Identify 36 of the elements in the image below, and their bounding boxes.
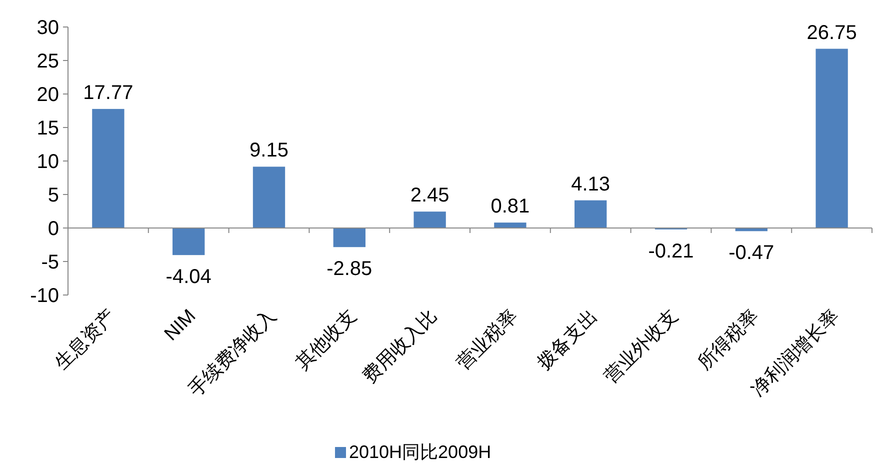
data-label: 17.77 xyxy=(83,82,134,104)
bar xyxy=(92,108,124,228)
x-tick-label: 其他收支 xyxy=(292,306,361,374)
data-label: -4.04 xyxy=(166,266,212,288)
data-label: 2.45 xyxy=(410,184,450,207)
y-tick-label: 10 xyxy=(36,151,59,173)
x-tick-label: 生息资产 xyxy=(51,306,120,374)
data-label: 0.81 xyxy=(490,196,530,218)
bar xyxy=(574,200,607,228)
bar xyxy=(333,228,366,248)
data-label: 4.13 xyxy=(571,173,610,196)
data-label: -0.47 xyxy=(728,242,774,264)
x-tick-label: 所得税率 xyxy=(694,304,763,374)
y-tick-label: -5 xyxy=(41,252,59,274)
data-label: -2.85 xyxy=(326,258,372,280)
x-tick-label: 拨备支出 xyxy=(534,306,602,374)
y-tick-label: 15 xyxy=(36,118,59,140)
bar xyxy=(172,228,205,256)
bar xyxy=(414,212,446,228)
data-label: 26.75 xyxy=(806,22,857,44)
x-tick-label: 营业外收支 xyxy=(600,306,683,388)
bar xyxy=(494,222,526,228)
y-tick-label: 20 xyxy=(36,84,59,106)
y-tick-label: 30 xyxy=(36,17,59,39)
y-tick-label: 0 xyxy=(48,218,59,240)
y-tick-label: -10 xyxy=(30,285,59,307)
legend-label: 2010H同比2009H xyxy=(349,442,492,462)
bar xyxy=(252,166,286,228)
data-label: 9.15 xyxy=(250,140,288,162)
x-tick-label: 营业税率 xyxy=(452,304,522,374)
data-label: -0.21 xyxy=(648,240,694,262)
x-tick-label: NIM xyxy=(160,306,200,346)
y-tick-label: 25 xyxy=(36,50,59,72)
x-tick-label: 费用收入比 xyxy=(359,306,442,388)
y-tick-label: 5 xyxy=(48,184,59,206)
bar xyxy=(816,48,848,228)
